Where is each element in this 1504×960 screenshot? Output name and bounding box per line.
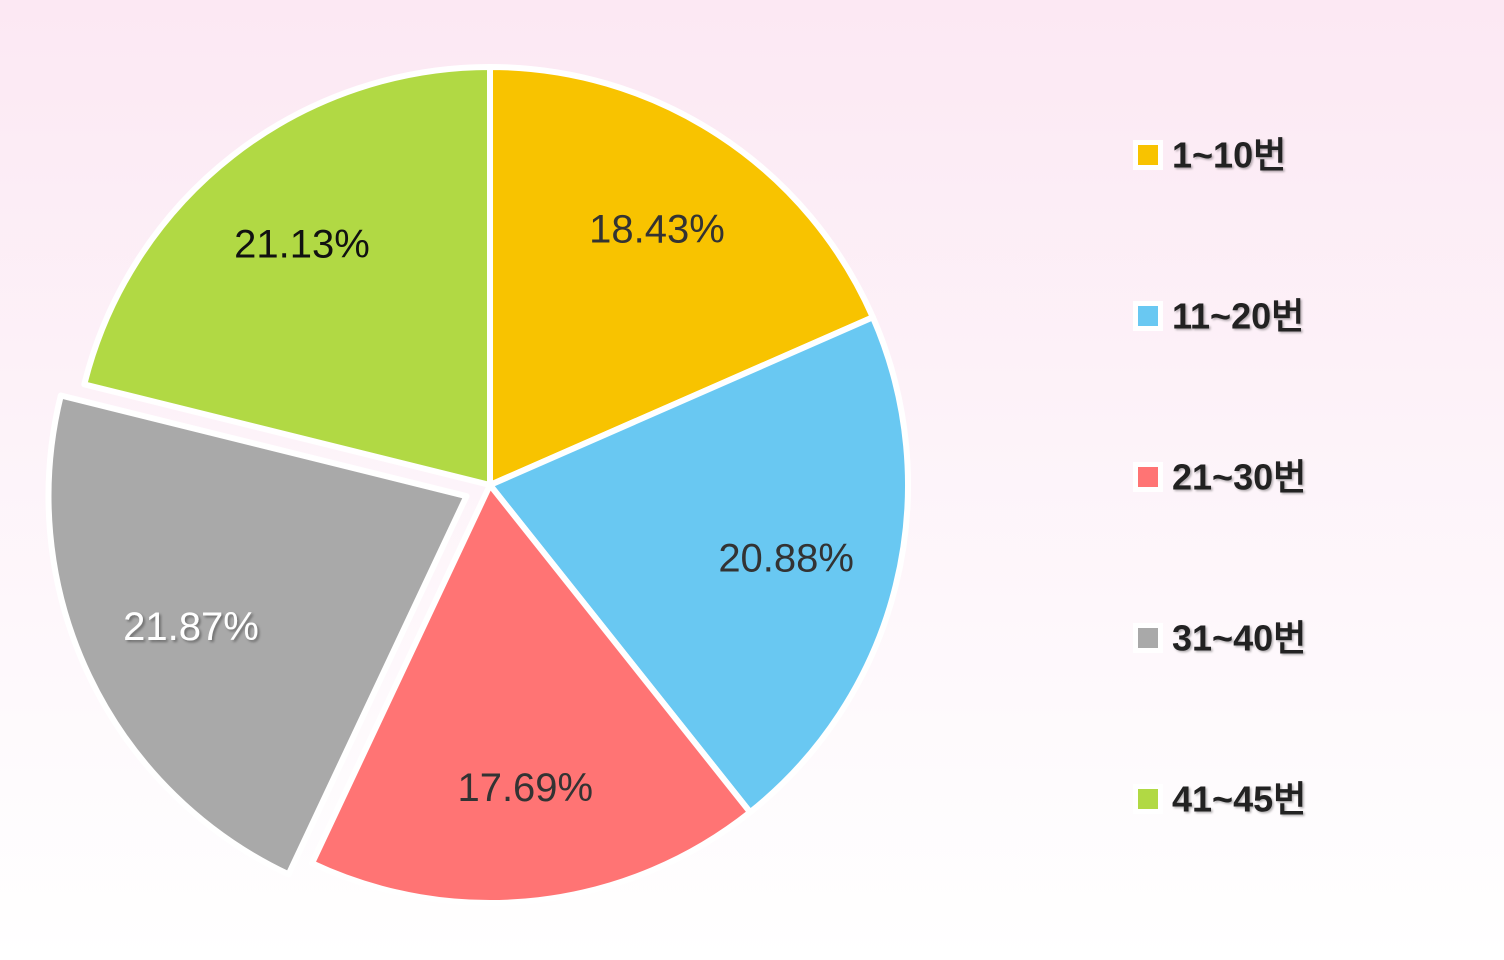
slice-2 <box>487 314 911 816</box>
legend-swatch <box>1138 467 1158 487</box>
slice-4 <box>45 392 470 878</box>
slice-4-data-label: 21.87% <box>123 605 259 649</box>
slice-1-data-label: 18.43% <box>589 208 725 252</box>
legend-item-3: 21~30번 <box>1133 457 1306 498</box>
legend-item-5: 41~45번 <box>1133 779 1306 820</box>
legend-swatch <box>1138 628 1158 648</box>
legend-item-1: 1~10번 <box>1133 135 1286 176</box>
legend-label: 41~45번 <box>1172 779 1306 820</box>
legend-label: 31~40번 <box>1172 618 1306 659</box>
legend-item-2: 11~20번 <box>1133 296 1304 337</box>
legend-swatch <box>1138 789 1158 809</box>
pie-slices <box>45 64 911 906</box>
legend-label: 1~10번 <box>1172 135 1286 176</box>
slice-2-data-label: 20.88% <box>718 536 854 580</box>
legend-label: 21~30번 <box>1172 457 1306 498</box>
legend-swatch <box>1138 145 1158 165</box>
legend-swatch <box>1138 306 1158 326</box>
slice-1 <box>487 64 876 488</box>
legend-label: 11~20번 <box>1172 296 1304 337</box>
slice-5 <box>81 64 493 488</box>
slice-3 <box>309 482 754 906</box>
slice-5-data-label: 21.13% <box>234 223 370 267</box>
legend-item-4: 31~40번 <box>1133 618 1306 659</box>
pie-data-labels: 18.43% 20.88% 17.69% 21.87% 21.13% <box>123 208 854 810</box>
slice-3-data-label: 17.69% <box>457 766 593 810</box>
chart-legend: 1~10번 11~20번 21~30번 31~40번 41~45번 <box>1133 135 1306 820</box>
